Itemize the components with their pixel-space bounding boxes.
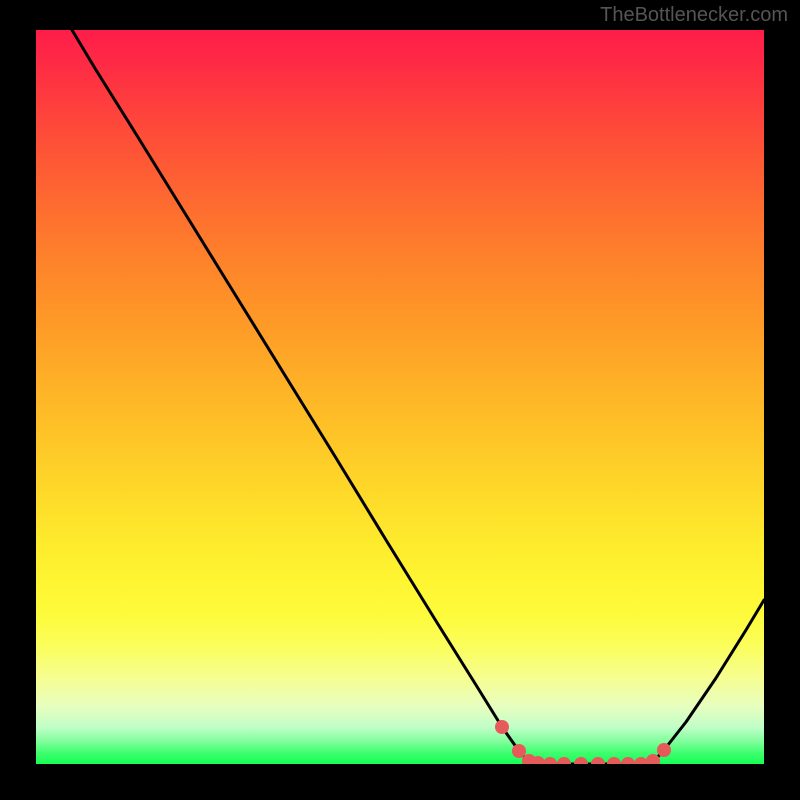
gradient-background xyxy=(36,30,764,764)
plot-area xyxy=(36,30,764,764)
chart-container: TheBottlenecker.com xyxy=(0,0,800,800)
watermark-text: TheBottlenecker.com xyxy=(600,4,788,27)
